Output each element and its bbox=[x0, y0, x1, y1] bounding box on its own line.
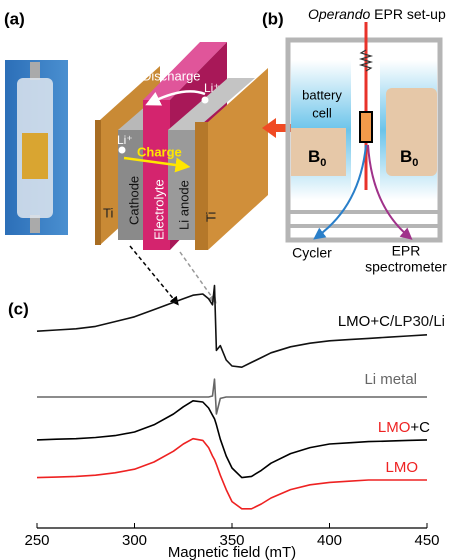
panel-label: (a) bbox=[4, 9, 25, 28]
label-part: LMO+C bbox=[338, 313, 390, 330]
label-part: /LP30/Li bbox=[390, 313, 445, 330]
panel-label: (b) bbox=[262, 9, 284, 28]
ion-label: Li⁺ bbox=[117, 133, 133, 147]
figure: (a) Discharge Li⁺ Li⁺ Charge Ti Cathode … bbox=[0, 0, 455, 560]
ti-label: Ti bbox=[203, 212, 218, 222]
setup-diagram bbox=[288, 22, 440, 240]
discharge-label: Discharge bbox=[142, 68, 201, 83]
label-part: +C bbox=[410, 419, 430, 436]
x-tick-label: 450 bbox=[414, 532, 439, 549]
title-italic: Operando bbox=[308, 6, 370, 22]
setup-title: Operando EPR set-up bbox=[308, 6, 446, 22]
anode-label: Li anode bbox=[176, 180, 191, 230]
label-part: LMO bbox=[378, 419, 411, 436]
series-label: LMO+C/LP30/Li bbox=[338, 313, 445, 330]
x-tick-label: 350 bbox=[219, 532, 244, 549]
connector bbox=[180, 252, 214, 300]
cathode-label: Cathode bbox=[126, 176, 141, 225]
spectrometer-label: spectrometer bbox=[365, 259, 447, 275]
x-tick-label: 300 bbox=[122, 532, 147, 549]
x-tick-label: 400 bbox=[317, 532, 342, 549]
field-subscript: 0 bbox=[412, 157, 418, 169]
panel-label: (c) bbox=[8, 299, 29, 318]
field-subscript: 0 bbox=[320, 157, 326, 169]
series-label: Li metal bbox=[364, 371, 417, 388]
charge-label: Charge bbox=[137, 144, 182, 159]
series-label: LMO+C bbox=[378, 419, 430, 436]
spectrum-line bbox=[37, 401, 427, 478]
cycler-label: Cycler bbox=[292, 245, 332, 261]
connector bbox=[130, 246, 176, 302]
ti-label: Ti bbox=[103, 205, 113, 220]
title-rest: EPR set-up bbox=[370, 6, 446, 22]
electrolyte-label: Electrolyte bbox=[151, 179, 166, 240]
field-symbol: B bbox=[400, 147, 412, 166]
field-symbol: B bbox=[308, 147, 320, 166]
battery-label: cell bbox=[312, 105, 332, 120]
battery-label: battery bbox=[302, 87, 342, 102]
series-label: LMO bbox=[385, 459, 418, 476]
x-tick-label: 250 bbox=[24, 532, 49, 549]
spectrum-line bbox=[37, 439, 427, 509]
spectrometer-label: EPR bbox=[392, 243, 421, 259]
ion-label: Li⁺ bbox=[204, 81, 220, 95]
photo bbox=[5, 60, 68, 235]
